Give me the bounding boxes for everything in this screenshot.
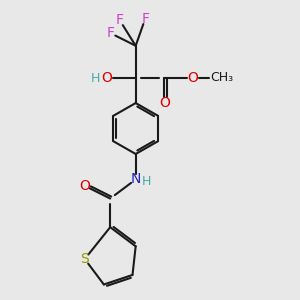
Text: O: O bbox=[79, 179, 90, 193]
Text: F: F bbox=[141, 12, 149, 26]
Text: O: O bbox=[188, 70, 198, 85]
Text: O: O bbox=[102, 70, 112, 85]
Text: O: O bbox=[159, 96, 170, 110]
Text: H: H bbox=[142, 175, 152, 188]
Text: N: N bbox=[130, 172, 141, 186]
Text: F: F bbox=[116, 13, 124, 27]
Text: H: H bbox=[91, 72, 100, 85]
Text: F: F bbox=[106, 26, 114, 40]
Text: S: S bbox=[80, 252, 89, 266]
Text: CH₃: CH₃ bbox=[211, 71, 234, 84]
